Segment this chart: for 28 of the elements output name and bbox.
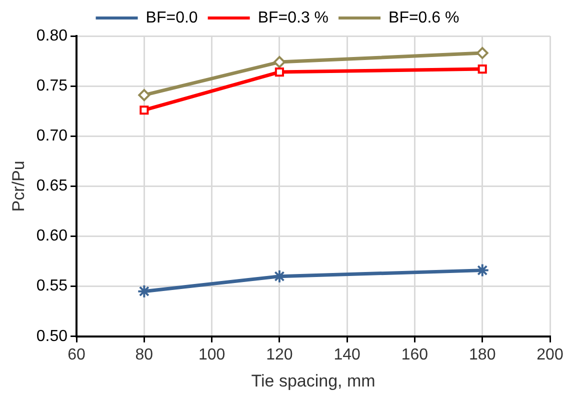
point [478,64,487,74]
point [273,56,286,68]
y-tick-label: 0.70 [36,128,68,145]
point [140,106,149,115]
x-tick-label: 160 [401,346,428,364]
point [272,269,286,284]
legend-label: BF=0.0 [146,9,198,26]
x-tick-label: 200 [536,346,564,364]
point [274,68,284,77]
x-tick-label: 120 [266,346,293,364]
x-tick-label: 100 [198,346,226,364]
point [138,89,150,102]
y-tick-label: 0.55 [36,278,68,295]
point [137,284,152,298]
point [476,47,488,60]
x-axis-title: Tie spacing, mm [251,371,376,390]
legend-label: BF=0.3 % [258,9,329,26]
y-tick-label: 0.60 [36,228,68,245]
y-axis-title: Pcr/Pu [8,160,28,212]
x-tick-label: 140 [334,346,361,364]
x-tick-label: 60 [68,346,86,364]
x-tick-label: 80 [135,346,154,364]
y-tick-label: 0.50 [36,328,68,345]
y-tick-label: 0.65 [36,178,68,195]
x-tick-label: 180 [469,346,496,364]
y-tick-label: 0.75 [36,77,68,94]
legend-label: BF=0.6 % [388,9,460,26]
y-tick-label: 0.80 [36,27,68,44]
